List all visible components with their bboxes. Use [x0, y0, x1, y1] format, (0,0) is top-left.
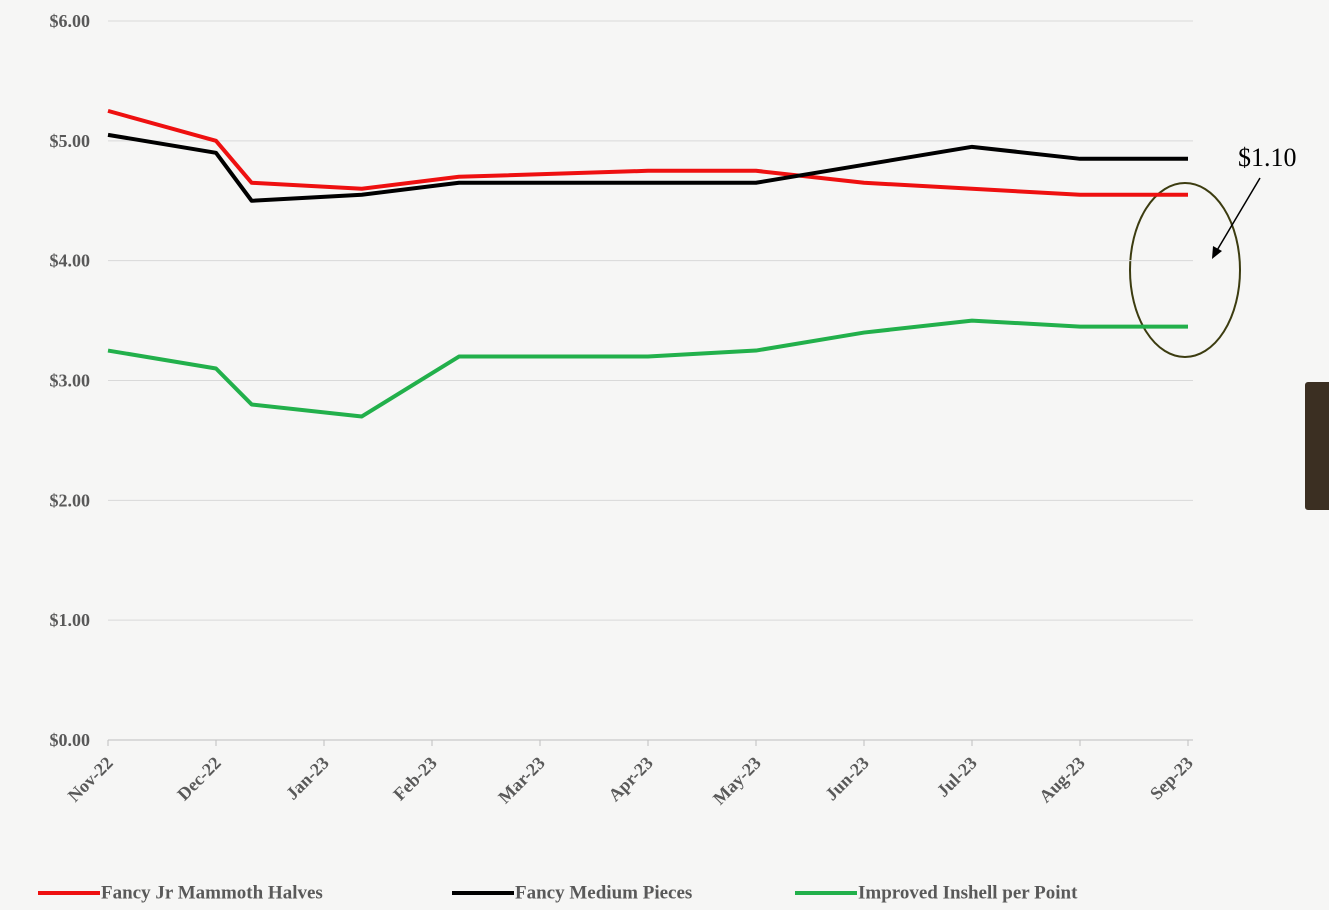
side-tab	[1305, 382, 1329, 510]
series-line	[107, 132, 1188, 203]
y-tick-label: $0.00	[50, 730, 91, 750]
y-tick-label: $5.00	[50, 131, 91, 151]
legend-label: Improved Inshell per Point	[858, 882, 1078, 903]
y-tick-label: $3.00	[50, 371, 91, 391]
y-tick-label: $2.00	[50, 490, 91, 510]
legend-label: Fancy Jr Mammoth Halves	[101, 882, 323, 903]
arrow-head	[1212, 246, 1222, 259]
series-line	[107, 108, 1188, 197]
annotation-arrow	[1215, 177, 1261, 253]
highlight-ellipse	[1129, 182, 1241, 358]
y-tick-label: $6.00	[50, 11, 91, 31]
legend-label: Fancy Medium Pieces	[515, 882, 692, 903]
y-tick-label: $1.00	[50, 610, 91, 630]
series-line	[107, 318, 1188, 419]
annotation: $1.10	[1238, 143, 1297, 172]
y-tick-label: $4.00	[50, 251, 91, 271]
